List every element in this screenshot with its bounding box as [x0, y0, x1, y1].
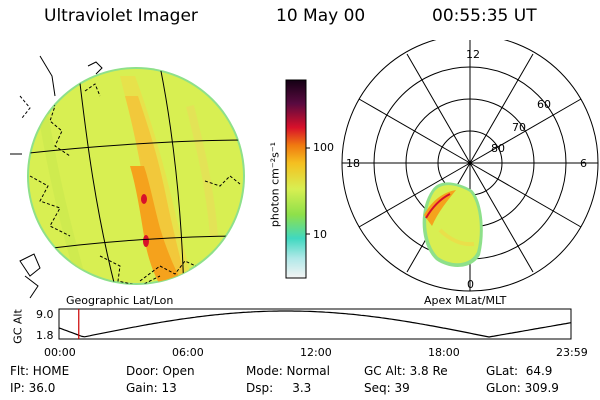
geo-panel-caption: Geographic Lat/Lon	[66, 294, 174, 307]
polar-aurora-image	[422, 182, 483, 267]
longitude-line	[77, 68, 119, 284]
time-tick-0: 00:00	[44, 346, 76, 359]
colorbar	[285, 79, 310, 279]
altitude-tick-max: 9.0	[36, 308, 54, 321]
info-ip: IP: 36.0	[10, 381, 56, 395]
mlt-label-0: 0	[467, 278, 474, 291]
polar-plot	[341, 40, 599, 292]
time-tick-3: 18:00	[428, 346, 460, 359]
colorbar-unit-label: photon cm⁻²s⁻¹	[268, 141, 282, 228]
mlt-label-12: 12	[466, 48, 480, 61]
app-title: Ultraviolet Imager	[44, 6, 198, 26]
altitude-axis-label: GC Alt	[11, 309, 25, 344]
info-flt: Flt: HOME	[10, 364, 70, 378]
altitude-plot	[58, 308, 572, 340]
date-label: 10 May 00	[276, 6, 366, 26]
altitude-curve	[58, 310, 572, 338]
polar-panel-caption: Apex MLat/MLT	[424, 294, 507, 307]
mlat-label-70: 70	[512, 121, 526, 134]
aurora-bright-spot	[143, 235, 149, 247]
latitude-line	[28, 139, 244, 155]
altitude-tick-min: 1.8	[36, 329, 54, 342]
info-seq: Seq: 39	[364, 381, 410, 395]
colorbar-tick-10: 10	[313, 228, 327, 241]
info-glon: GLon: 309.9	[486, 381, 559, 395]
info-gc-alt: GC Alt: 3.8 Re	[364, 364, 448, 378]
colorbar-gradient	[285, 79, 307, 279]
info-door: Door: Open	[126, 364, 195, 378]
latitude-line	[29, 235, 244, 252]
time-tick-2: 12:00	[300, 346, 332, 359]
colorbar-tick-100: 100	[313, 141, 334, 154]
longitude-line	[159, 68, 185, 284]
geographic-image-panel	[10, 55, 245, 299]
time-tick-4: 23:59	[556, 346, 588, 359]
mlt-label-6: 6	[580, 157, 587, 170]
time-label: 00:55:35 UT	[432, 6, 537, 26]
info-gain: Gain: 13	[126, 381, 177, 395]
aurora-bright-spot	[141, 194, 147, 204]
info-dsp: Dsp: 3.3	[246, 381, 312, 395]
mlat-label-60: 60	[537, 98, 551, 111]
info-mode: Mode: Normal	[246, 364, 330, 378]
altitude-plot-frame	[58, 308, 572, 340]
info-glat: GLat: 64.9	[486, 364, 553, 378]
mlt-label-18: 18	[346, 157, 360, 170]
outer-coastlines	[10, 55, 103, 299]
time-tick-1: 06:00	[172, 346, 204, 359]
mlat-label-80: 80	[491, 142, 505, 155]
